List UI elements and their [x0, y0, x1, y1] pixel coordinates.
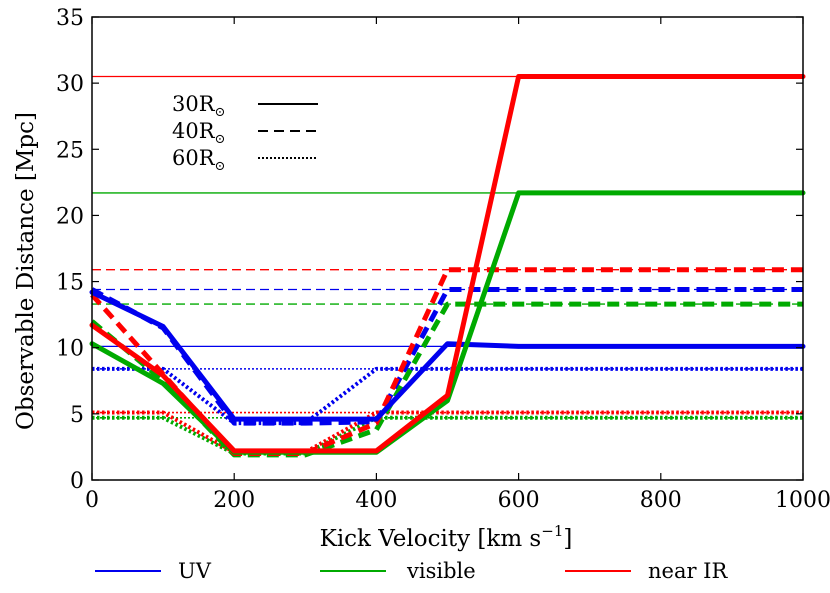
- band-legend-label-uv: UV: [178, 559, 212, 583]
- style-legend-label: 30R⊙: [172, 92, 225, 120]
- style-legend-label-sub: ⊙: [215, 159, 226, 174]
- x-tick-label: 1000: [775, 488, 830, 513]
- series-line-near-ir-dashed: [90, 267, 803, 456]
- x-tick-label: 200: [213, 488, 255, 513]
- y-tick-label: 15: [56, 271, 84, 296]
- y-tick-label: 25: [56, 138, 84, 163]
- band-legend-label-near-ir: near IR: [648, 559, 728, 583]
- band-legend: UV visible near IR: [95, 559, 728, 583]
- x-axis-label-main: Kick Velocity [km s: [320, 526, 542, 552]
- series-line-uv-solid: [89, 289, 806, 422]
- x-tick-label: 400: [355, 488, 397, 513]
- series-lines: [89, 74, 806, 458]
- y-tick-label: 30: [56, 72, 84, 97]
- y-tick-label: 20: [56, 204, 84, 229]
- y-axis-label: Observable Distance [Mpc]: [13, 112, 39, 430]
- style-legend-label: 40R⊙: [172, 119, 225, 147]
- x-axis-label: Kick Velocity [km s−1]: [320, 522, 573, 552]
- x-axis-label-tail: ]: [563, 526, 572, 552]
- style-legend-label-main: 60R: [172, 146, 216, 170]
- x-axis-label-exponent: −1: [541, 522, 563, 540]
- axis-ticks: 0 200 400 600 800 1000 0 5 10 15 20 25 30 35: [56, 6, 830, 513]
- x-tick-label: 800: [640, 488, 682, 513]
- style-legend-label: 60R⊙: [172, 146, 225, 174]
- style-legend-label-sub: ⊙: [215, 105, 226, 120]
- band-legend-label-visible: visible: [406, 559, 476, 583]
- y-tick-label: 5: [70, 403, 84, 428]
- line-style-legend: 30R⊙40R⊙60R⊙: [172, 92, 318, 174]
- style-legend-label-sub: ⊙: [215, 132, 226, 147]
- series-line-visible-dotted: [92, 415, 803, 456]
- style-legend-label-main: 40R: [172, 119, 216, 143]
- y-tick-label: 35: [56, 6, 84, 31]
- style-legend-label-main: 30R: [172, 92, 216, 116]
- y-tick-label: 10: [56, 337, 84, 362]
- plot-frame: [91, 16, 804, 481]
- series-line-near-ir-dotted: [92, 410, 803, 455]
- y-tick-label: 0: [70, 469, 84, 494]
- x-tick-label: 600: [498, 488, 540, 513]
- series-line-near-ir-solid: [89, 74, 806, 454]
- x-tick-label: 0: [85, 488, 99, 513]
- series-line-uv-dotted: [92, 366, 803, 426]
